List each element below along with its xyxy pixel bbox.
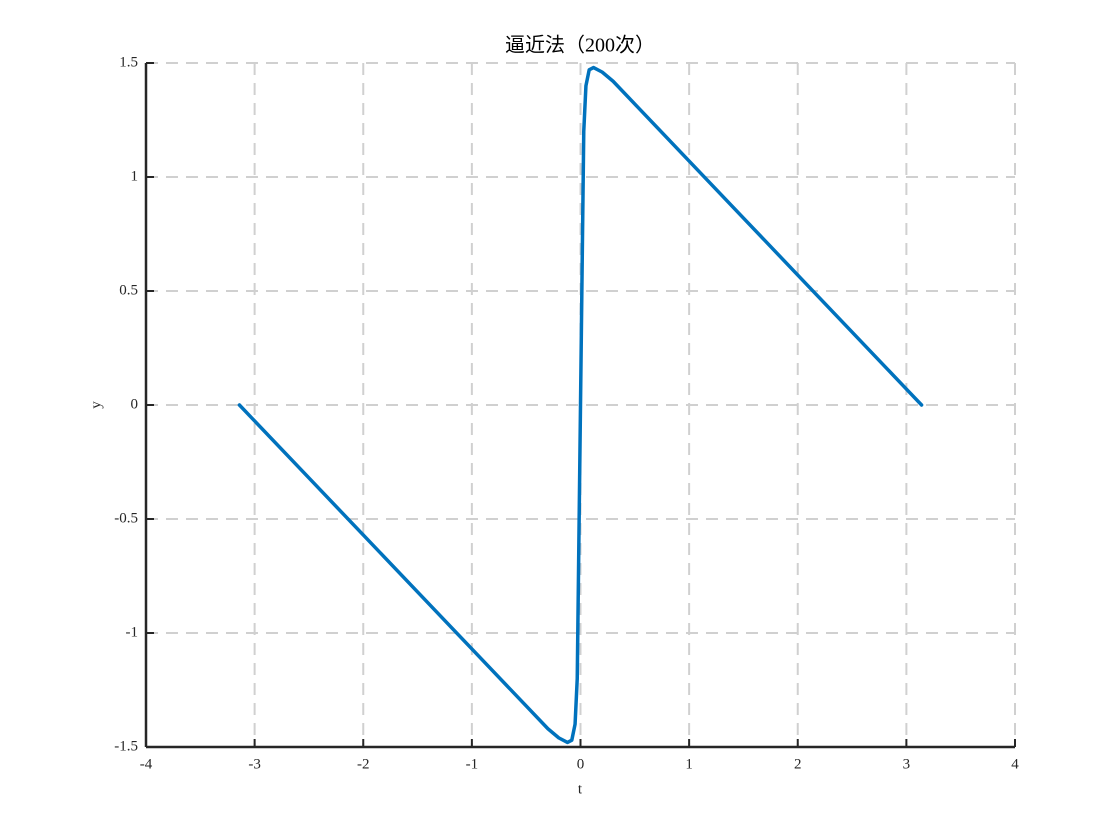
x-tick-label: 0 xyxy=(577,756,585,772)
x-tick-label: -3 xyxy=(248,756,261,772)
x-axis-label: t xyxy=(578,781,583,797)
x-tick-label: -1 xyxy=(466,756,479,772)
data-line xyxy=(237,65,924,745)
y-tick-label: -1.5 xyxy=(114,738,138,754)
y-tick-label: -1 xyxy=(126,624,139,640)
y-tick-label: 0 xyxy=(131,396,139,412)
x-tick-label: 3 xyxy=(903,756,911,772)
x-tick-label: -2 xyxy=(357,756,370,772)
x-tick-label: 1 xyxy=(685,756,693,772)
x-tick-label: 2 xyxy=(794,756,802,772)
y-tick-label: 1.5 xyxy=(119,54,138,70)
y-axis-label: y xyxy=(88,401,104,409)
chart-title: 逼近法（200次） xyxy=(505,34,655,57)
y-tick-label: 0.5 xyxy=(119,282,138,298)
x-tick-label: 4 xyxy=(1011,756,1019,772)
y-tick-label: -0.5 xyxy=(114,510,138,526)
x-tick-label: -4 xyxy=(140,756,153,772)
y-tick-label: 1 xyxy=(131,168,139,184)
